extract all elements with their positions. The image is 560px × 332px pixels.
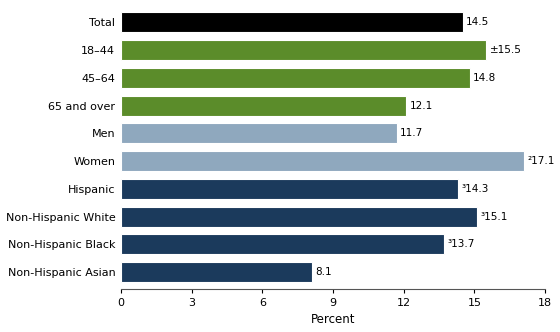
Bar [121, 96, 406, 116]
Text: ³14.3: ³14.3 [461, 184, 489, 194]
Bar [121, 207, 477, 227]
Bar [121, 123, 396, 143]
Text: 12.1: 12.1 [409, 101, 433, 111]
Bar [121, 151, 524, 171]
Text: 14.5: 14.5 [466, 17, 489, 27]
X-axis label: Percent: Percent [311, 313, 355, 326]
Bar [121, 68, 470, 88]
Bar [121, 234, 444, 254]
Bar [121, 179, 458, 199]
Text: ³13.7: ³13.7 [447, 239, 475, 249]
Text: 14.8: 14.8 [473, 73, 497, 83]
Bar [121, 12, 463, 32]
Text: ±15.5: ±15.5 [490, 45, 521, 55]
Bar [121, 40, 486, 60]
Text: ³15.1: ³15.1 [480, 211, 508, 222]
Bar [121, 262, 312, 282]
Text: ²17.1: ²17.1 [528, 156, 555, 166]
Text: 11.7: 11.7 [400, 128, 423, 138]
Text: 8.1: 8.1 [315, 267, 332, 277]
